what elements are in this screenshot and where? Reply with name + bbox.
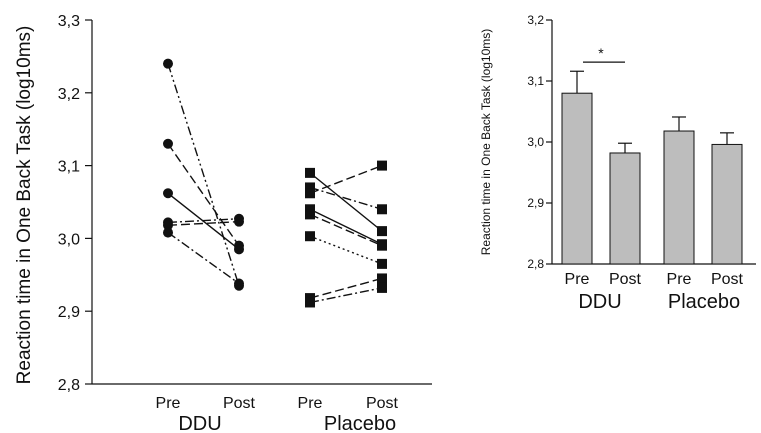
left-square-marker (305, 188, 315, 199)
left-subject-line (167, 63, 240, 286)
left-series-markers (163, 58, 387, 308)
left-square-marker (305, 231, 315, 242)
left-subject-line (167, 192, 240, 250)
right-significance-label: * (598, 45, 604, 61)
right-bar (663, 130, 695, 265)
right-y-tick-label: 2,8 (527, 257, 544, 271)
right-bar (609, 152, 641, 265)
left-square-marker (377, 160, 387, 171)
left-y-tick-label: 2,9 (58, 304, 80, 321)
left-y-tick-label: 3,1 (58, 159, 80, 176)
left-subject-line (167, 232, 240, 285)
left-y-ticks: 2,8 2,9 3,0 3,1 3,2 3,3 (58, 13, 92, 394)
left-circle-marker (163, 220, 173, 231)
left-subject-line (167, 218, 240, 224)
left-subject-line (167, 220, 240, 226)
left-circle-marker (234, 278, 244, 289)
right-y-ticks: 2,8 2,9 3,0 3,1 3,2 (527, 13, 552, 271)
left-square-marker (305, 209, 315, 220)
left-square-marker (305, 182, 315, 193)
left-group-label: Placebo (324, 413, 396, 433)
left-circle-marker (163, 138, 173, 149)
left-y-tick-label: 2,8 (58, 377, 80, 394)
left-circle-marker (163, 188, 173, 199)
left-x-category-label: Post (366, 395, 399, 412)
left-square-marker (377, 240, 387, 251)
right-x-category-label: Post (609, 271, 642, 288)
right-y-axis-label: Reaction time in One Back Task (log10ms) (479, 29, 493, 256)
left-y-axis-label: Reaction time in One Back Task (log10ms) (14, 26, 35, 385)
right-x-category-label: Post (711, 271, 744, 288)
left-subject-line (167, 143, 240, 247)
right-x-category-label: Pre (667, 271, 692, 288)
right-x-categories: Pre Post Pre Post DDU Placebo (565, 271, 744, 313)
left-y-tick-label: 3,3 (58, 13, 80, 30)
left-square-marker (305, 297, 315, 308)
right-y-tick-label: 3,0 (527, 135, 544, 149)
left-square-marker (305, 167, 315, 178)
left-subject-line (309, 186, 383, 210)
right-y-tick-label: 2,9 (527, 196, 544, 210)
left-square-marker (377, 273, 387, 284)
left-square-marker (377, 204, 387, 215)
left-paired-line-chart: 2,8 2,9 3,0 3,1 3,2 3,3 Reaction time in One … (14, 13, 432, 433)
left-square-marker (377, 282, 387, 293)
right-y-tick-label: 3,1 (527, 74, 544, 88)
right-x-category-label: Pre (565, 271, 590, 288)
right-group-label: DDU (578, 291, 621, 313)
left-circle-marker (234, 244, 244, 255)
left-square-marker (305, 204, 315, 215)
right-bars (561, 70, 743, 265)
right-y-tick-label: 3,2 (527, 13, 544, 27)
left-subject-line (309, 208, 383, 245)
left-subject-line (309, 164, 383, 194)
left-y-tick-label: 3,2 (58, 86, 80, 103)
right-bar (711, 143, 743, 265)
left-y-tick-label: 3,0 (58, 231, 80, 248)
left-circle-marker (163, 58, 173, 69)
left-circle-marker (163, 227, 173, 238)
left-circle-marker (234, 216, 244, 227)
right-bar-chart: 2,8 2,9 3,0 3,1 3,2 Reaction time in One Bac… (479, 13, 756, 313)
right-significance: * (583, 45, 625, 63)
right-group-label: Placebo (668, 291, 740, 313)
left-subject-line (309, 172, 383, 232)
left-square-marker (377, 258, 387, 269)
left-series-lines (167, 63, 383, 304)
left-group-label: DDU (178, 413, 221, 433)
right-bar (561, 92, 593, 265)
left-x-category-label: Pre (298, 395, 323, 412)
left-subject-line (309, 213, 383, 247)
left-x-category-label: Pre (156, 395, 181, 412)
left-x-category-label: Post (223, 395, 256, 412)
left-subject-line (309, 287, 383, 304)
left-square-marker (377, 226, 387, 237)
